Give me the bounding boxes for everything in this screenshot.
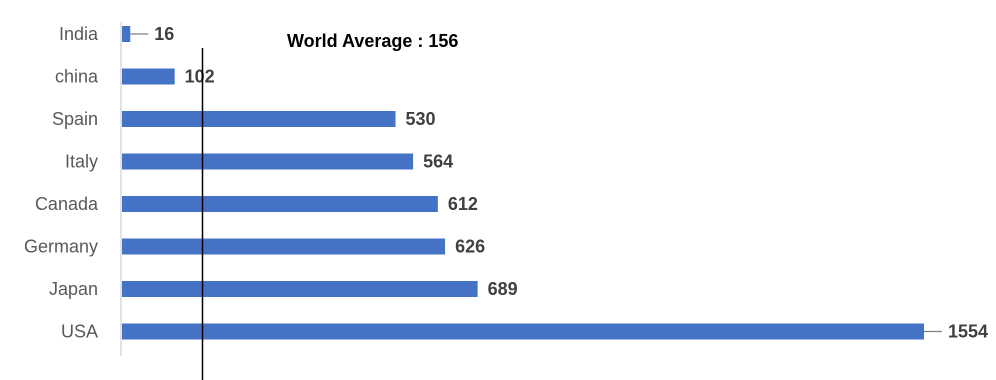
- value-label-spain: 530: [406, 109, 436, 129]
- category-label-japan: Japan: [49, 279, 98, 299]
- value-label-italy: 564: [423, 152, 453, 172]
- category-label-canada: Canada: [35, 194, 99, 214]
- value-label-canada: 612: [448, 194, 478, 214]
- category-label-india: India: [59, 24, 99, 44]
- value-label-india: 16: [154, 24, 174, 44]
- bar-india: [122, 26, 131, 42]
- category-label-germany: Germany: [24, 237, 98, 257]
- bars-group: [122, 26, 924, 340]
- category-label-china: china: [55, 67, 99, 87]
- category-label-italy: Italy: [65, 152, 98, 172]
- bar-spain: [122, 111, 396, 127]
- value-label-japan: 689: [488, 279, 518, 299]
- bar-japan: [122, 281, 478, 297]
- bar-usa: [122, 323, 924, 340]
- bar-germany: [122, 238, 446, 255]
- bar-italy: [122, 153, 414, 170]
- value-label-china: 102: [185, 67, 215, 87]
- bar-canada: [122, 196, 438, 212]
- value-labels: 16 102 530 564 612 626 689 1554: [130, 24, 988, 342]
- category-labels: India china Spain Italy Canada Germany Japan US…: [24, 24, 99, 342]
- world-average-label: World Average : 156: [287, 31, 458, 51]
- value-label-usa: 1554: [948, 322, 988, 342]
- category-label-usa: USA: [61, 322, 98, 342]
- value-label-germany: 626: [455, 237, 485, 257]
- category-label-spain: Spain: [52, 109, 98, 129]
- bar-china: [122, 68, 175, 85]
